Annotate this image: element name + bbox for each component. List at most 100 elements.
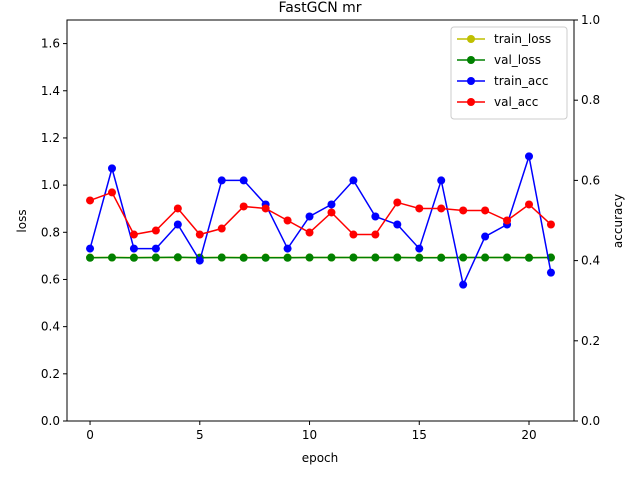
data-point-val_acc bbox=[481, 206, 490, 215]
data-point-train_acc bbox=[459, 280, 468, 289]
series-line-val_acc bbox=[89, 191, 552, 236]
legend-box bbox=[450, 26, 568, 120]
series-line-train_acc bbox=[89, 156, 552, 288]
x-tick-label: 5 bbox=[196, 428, 204, 442]
x-tick-label: 0 bbox=[86, 428, 94, 442]
data-point-train_acc bbox=[86, 244, 95, 253]
y-tick-label: 1.6 bbox=[41, 37, 60, 51]
y2-tick-label: 0.6 bbox=[581, 173, 600, 187]
data-point-val_acc bbox=[217, 224, 226, 233]
y2-axis-label: accuracy bbox=[611, 194, 625, 248]
y2-tick-label: 0.8 bbox=[581, 93, 600, 107]
data-point-val_loss bbox=[349, 253, 358, 262]
data-point-train_acc bbox=[129, 244, 138, 253]
y2-tick-label: 0.2 bbox=[581, 334, 600, 348]
data-point-val_loss bbox=[327, 253, 336, 262]
legend-label: train_loss bbox=[494, 32, 551, 46]
y2-tick-label: 0.4 bbox=[581, 254, 600, 268]
y-tick-label: 1.2 bbox=[41, 131, 60, 145]
data-point-val_loss bbox=[437, 253, 446, 262]
data-point-val_acc bbox=[393, 198, 402, 207]
data-point-val_acc bbox=[503, 216, 512, 225]
data-point-train_acc bbox=[107, 164, 116, 173]
data-point-val_loss bbox=[305, 253, 314, 262]
data-point-val_acc bbox=[349, 230, 358, 239]
data-point-val_acc bbox=[129, 230, 138, 239]
data-point-train_acc bbox=[546, 268, 555, 277]
data-point-val_loss bbox=[217, 253, 226, 262]
legend-marker bbox=[467, 35, 475, 43]
x-tick-label: 10 bbox=[302, 428, 317, 442]
data-point-val_acc bbox=[459, 206, 468, 215]
data-point-val_acc bbox=[173, 204, 182, 213]
data-point-train_acc bbox=[525, 152, 534, 161]
data-point-train_acc bbox=[327, 200, 336, 209]
series-train_acc bbox=[86, 152, 555, 289]
legend: train_loss val_loss train_acc val_acc bbox=[450, 26, 568, 120]
legend-marker bbox=[467, 56, 475, 64]
data-point-train_acc bbox=[481, 232, 490, 241]
data-point-val_acc bbox=[415, 204, 424, 213]
data-point-train_acc bbox=[151, 244, 160, 253]
y-tick-label: 1.4 bbox=[41, 84, 60, 98]
data-point-val_loss bbox=[86, 253, 95, 262]
y-tick-label: 0.4 bbox=[41, 320, 60, 334]
y-axis-left: 0.0 0.2 0.4 0.6 0.8 1.0 1.2 1.4 1.6 bbox=[41, 37, 67, 428]
data-point-train_acc bbox=[217, 176, 226, 185]
data-point-val_acc bbox=[283, 216, 292, 225]
data-point-val_loss bbox=[415, 253, 424, 262]
data-point-train_acc bbox=[195, 256, 204, 265]
y-tick-label: 0.2 bbox=[41, 367, 60, 381]
data-point-val_acc bbox=[239, 202, 248, 211]
legend-label: val_loss bbox=[494, 53, 541, 67]
legend-item-train_acc: train_acc bbox=[457, 74, 548, 88]
plot-frame bbox=[66, 19, 575, 422]
y-axis-label: loss bbox=[15, 209, 29, 232]
y-tick-label: 0.0 bbox=[41, 414, 60, 428]
data-point-train_acc bbox=[283, 244, 292, 253]
data-point-val_loss bbox=[459, 253, 468, 262]
data-point-val_loss bbox=[525, 253, 534, 262]
legend-label: val_acc bbox=[494, 95, 538, 109]
data-point-val_acc bbox=[525, 200, 534, 209]
y-tick-label: 0.6 bbox=[41, 272, 60, 286]
data-point-val_loss bbox=[239, 253, 248, 262]
data-point-train_acc bbox=[437, 176, 446, 185]
x-axis-label: epoch bbox=[302, 451, 339, 465]
series-val_acc bbox=[86, 188, 555, 239]
legend-item-val_acc: val_acc bbox=[457, 95, 538, 109]
data-point-val_acc bbox=[305, 228, 314, 237]
y-axis-right: 0.0 0.2 0.4 0.6 0.8 1.0 bbox=[574, 13, 600, 428]
data-point-val_acc bbox=[195, 230, 204, 239]
data-point-val_acc bbox=[546, 220, 555, 229]
data-point-train_acc bbox=[415, 244, 424, 253]
data-point-val_loss bbox=[173, 253, 182, 262]
data-point-val_loss bbox=[261, 253, 270, 262]
data-point-train_acc bbox=[371, 212, 380, 221]
data-point-train_acc bbox=[393, 220, 402, 229]
data-point-train_acc bbox=[305, 212, 314, 221]
data-point-val_loss bbox=[283, 253, 292, 262]
y-tick-label: 0.8 bbox=[41, 225, 60, 239]
data-point-val_acc bbox=[86, 196, 95, 205]
y-tick-label: 1.0 bbox=[41, 178, 60, 192]
legend-marker bbox=[467, 77, 475, 85]
chart-title: FastGCN mr bbox=[278, 0, 361, 16]
data-point-val_loss bbox=[503, 253, 512, 262]
data-point-val_loss bbox=[107, 253, 116, 262]
x-axis: 0 5 10 15 20 bbox=[86, 421, 537, 442]
data-point-train_acc bbox=[173, 220, 182, 229]
data-point-val_loss bbox=[393, 253, 402, 262]
legend-marker bbox=[467, 98, 475, 106]
data-point-train_acc bbox=[349, 176, 358, 185]
data-point-val_acc bbox=[261, 204, 270, 213]
x-tick-label: 20 bbox=[521, 428, 536, 442]
data-point-val_acc bbox=[327, 208, 336, 217]
y2-tick-label: 0.0 bbox=[581, 414, 600, 428]
data-point-val_acc bbox=[371, 230, 380, 239]
data-point-val_loss bbox=[151, 253, 160, 262]
data-point-val_loss bbox=[371, 253, 380, 262]
data-point-val_acc bbox=[151, 226, 160, 235]
legend-item-val_loss: val_loss bbox=[457, 53, 541, 67]
